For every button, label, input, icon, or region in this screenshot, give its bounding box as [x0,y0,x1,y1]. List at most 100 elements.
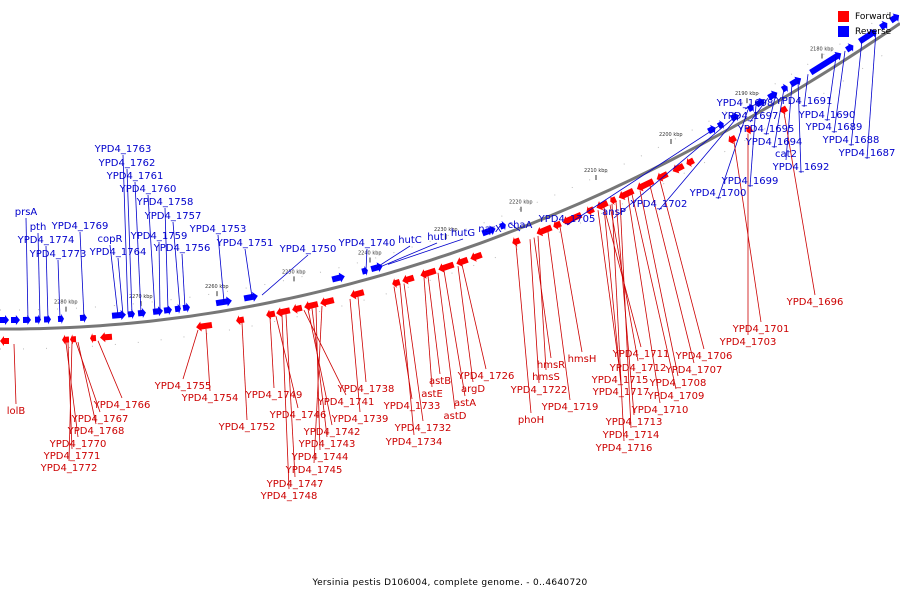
gene-label: YPD4_1759 [130,231,188,242]
gene-label: YPD4_1772 [40,463,98,474]
gene-label: YPD4_1711 [612,349,670,360]
gene-label: hmsH [568,354,597,365]
gene-label: hmsS [532,372,560,383]
leader-line [45,245,49,320]
gene-label: YPD4_1717 [592,387,650,398]
backbone-line [0,22,900,331]
forward-gene-arrow [276,307,291,318]
reverse-gene-arrow [10,314,20,325]
reverse-gene-arrow [716,120,724,129]
leader-line [365,248,368,271]
gene-label: YPD4_1747 [266,479,324,490]
leader-line [659,180,705,350]
leader-line [97,340,123,399]
reverse-gene-arrow [174,303,181,314]
leader-line [281,314,290,490]
gene-label: YPD4_1716 [595,443,653,454]
tick-label: 2190 kbp [735,91,759,97]
gene-label: YPD4_1703 [719,337,777,348]
gene-label: YPD4_1719 [541,402,599,413]
leader-line [25,217,29,320]
legend-forward: Forward [838,9,891,24]
forward-gene-arrow [536,224,553,237]
reverse-gene-arrow [22,314,31,325]
legend: Forward Reverse [838,9,891,39]
leader-line [126,168,133,315]
leader-line [639,190,679,377]
leader-line [537,235,547,371]
gene-label: hutG [451,228,475,239]
leader-line [77,341,97,425]
leader-line [182,329,199,380]
reverse-gene-arrow [845,43,854,53]
reverse-gene-arrow [43,314,51,325]
gene-label: YPD4_1769 [51,221,109,232]
leader-line [381,242,438,267]
leader-line [529,239,540,384]
gene-label: narX [478,224,502,235]
leader-line [423,277,433,388]
leader-line [627,196,661,404]
leader-line [285,314,296,478]
gene-label: argD [461,384,485,395]
leader-line [797,80,802,174]
forward-gene-arrow [636,178,655,192]
reverse-gene-arrow [858,29,877,45]
forward-gene-arrow [553,220,562,230]
gene-label: YPD4_1774 [17,235,75,246]
gene-label: YPD4_1710 [631,405,689,416]
leader-line [357,296,367,383]
leader-line [275,316,299,409]
forward-gene-arrow [470,251,483,262]
gene-labels: prsA pth YPD4_1774 YPD4_1773 YPD4_1769 copR YP… [7,96,896,502]
forward-gene-arrow [70,334,77,345]
leader-line [773,88,785,149]
gene-label: YPD4_1771 [43,451,101,462]
gene-label: YPD4_1699 [721,176,779,187]
leader-line [649,185,695,364]
gene-label: YPD4_1702 [630,199,688,210]
tick-label: 2200 kbp [659,132,683,138]
leader-line [443,270,466,397]
leader-line [403,283,424,422]
reverse-gene-arrow [889,13,900,24]
leader-line [37,232,41,320]
reverse-gene-arrow [137,307,146,318]
leader-line [261,254,309,296]
gene-label: YPD4_1691 [775,96,833,107]
leader-line [533,237,552,359]
reverse-swatch [838,26,849,37]
forward-gene-arrow [686,157,695,167]
tick-label: 2220 kbp [509,200,533,206]
gene-label: YPD4_1733 [383,401,441,412]
leader-line [803,74,809,108]
gene-label: YPD4_1708 [649,378,707,389]
gene-label: hutC [398,235,422,246]
gene-label: YPD4_1701 [732,324,790,335]
leader-line [399,284,415,436]
gene-label: YPD4_1690 [798,110,856,121]
forward-gene-arrow [266,309,276,320]
reverse-gene-arrow [780,83,788,93]
tick-label: 2230 kbp [434,227,458,233]
leader-line [749,105,757,188]
leader-line [457,265,474,383]
leader-line [866,30,877,160]
reverse-gene-arrow [0,315,9,326]
forward-gene-arrow [610,195,617,205]
tick-label: 2240 kbp [358,250,382,256]
gene-label: YPD4_1743 [298,439,356,450]
tick-label: 2250 kbp [282,269,306,275]
gene-label: astE [421,389,443,400]
leader-line [733,141,762,323]
gene-label: copR [98,234,123,245]
reverse-gene-arrow [481,225,496,237]
gene-label: YPD4_1705 [538,214,596,225]
gene-label: YPD4_1754 [181,393,239,404]
leader-line [65,342,79,438]
leader-line [833,50,846,134]
gene-label: YPD4_1758 [136,197,194,208]
leader-line [244,248,253,298]
gene-label: YPD4_1756 [153,243,211,254]
